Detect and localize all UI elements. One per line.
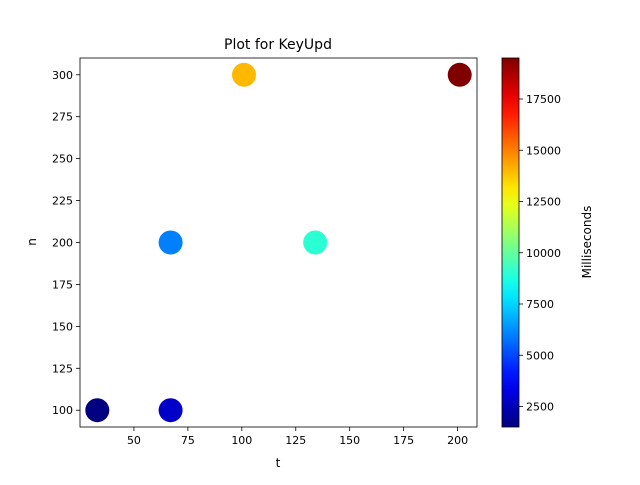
x-tick-label: 200	[447, 434, 468, 447]
colorbar-tick-label: 17500	[526, 93, 561, 106]
data-point-3	[158, 230, 183, 255]
x-tick-label: 125	[285, 434, 306, 447]
y-tick-label: 125	[52, 362, 73, 375]
y-axis-label: n	[25, 238, 39, 246]
y-tick-label: 100	[52, 404, 73, 417]
x-tick-label: 75	[181, 434, 195, 447]
colorbar-gradient	[502, 58, 519, 427]
colorbar-tick-label: 5000	[526, 349, 554, 362]
colorbar-tick-label: 12500	[526, 196, 561, 209]
colorbar-label: Milliseconds	[580, 206, 594, 279]
data-point-6	[447, 62, 472, 87]
colorbar-tick-label: 15000	[526, 144, 561, 157]
y-tick-label: 225	[52, 195, 73, 208]
plot-area: 50 75 100 125 150 175 200 100 125 150 175 200 225 250…	[52, 57, 478, 447]
y-tick-label: 300	[52, 69, 73, 82]
y-tick-label: 175	[52, 278, 73, 291]
x-axis-label: t	[276, 456, 281, 470]
colorbar-tick-label: 10000	[526, 247, 561, 260]
chart-title: Plot for KeyUpd	[224, 37, 332, 53]
y-tick-label: 275	[52, 111, 73, 124]
x-tick-label: 100	[231, 434, 252, 447]
x-tick-label: 175	[393, 434, 414, 447]
plot-frame	[79, 57, 478, 428]
data-point-4	[303, 230, 328, 255]
x-tick-label: 50	[127, 434, 141, 447]
x-tick-label: 150	[339, 434, 360, 447]
y-tick-label: 250	[52, 153, 73, 166]
colorbar-tick-label: 2500	[526, 401, 554, 414]
colorbar-frame	[501, 57, 520, 428]
colorbar: 2500 5000 7500 10000 12500 15000 17500	[501, 57, 561, 428]
colorbar-tick-label: 7500	[526, 298, 554, 311]
y-tick-label: 150	[52, 320, 73, 333]
data-point-2	[158, 398, 183, 423]
data-point-5	[232, 62, 256, 87]
data-point-1	[85, 398, 110, 423]
y-tick-label: 200	[52, 237, 73, 250]
